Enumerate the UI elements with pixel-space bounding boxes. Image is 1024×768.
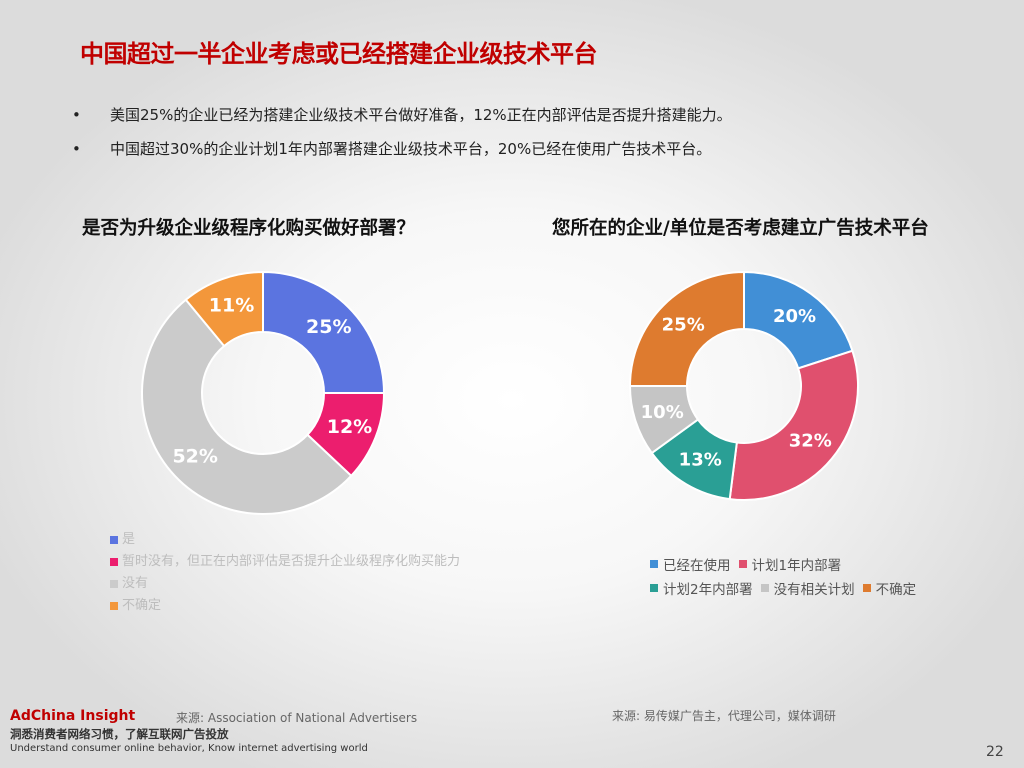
slice-data-label: 25%: [306, 316, 351, 338]
donut-slice: [628, 270, 745, 387]
footer: AdChina Insight 洞悉消费者网络习惯，了解互联网广告投放 Unde…: [0, 700, 1024, 768]
legend-label: 计划1年内部署: [751, 558, 842, 574]
page-number: 22: [986, 744, 1004, 760]
slice-data-label: 10%: [641, 402, 684, 423]
legend-swatch: [110, 536, 118, 544]
brand-logo-text: AdChina Insight: [10, 708, 136, 724]
donut-chart-right: 20% 32% 13% 10% 25%: [628, 270, 859, 501]
chart-title-right: 您所在的企业/单位是否考虑建立广告技术平台: [552, 218, 929, 239]
legend-swatch: [110, 558, 118, 566]
donut-chart-left: 25% 12% 52% 11%: [141, 270, 386, 516]
legend-swatch: [738, 560, 747, 568]
donut-slice: [728, 349, 859, 501]
legend-item: 已经在使用: [650, 554, 731, 574]
legend-item: 计划1年内部署: [738, 554, 842, 574]
slice-data-label: 11%: [209, 294, 254, 316]
legend-label: 没有: [122, 576, 149, 591]
bullet-dot: •: [72, 140, 81, 158]
legend-swatch: [110, 602, 118, 610]
legend-swatch: [110, 580, 118, 588]
legend-left: 是 暂时没有，但正在内部评估是否提升企业级程序化购买能力 没有 不确定: [110, 533, 460, 621]
legend-label: 计划2年内部署: [663, 582, 753, 598]
donut-slice: [262, 270, 386, 394]
legend-swatch: [650, 560, 658, 568]
legend-label: 没有相关计划: [773, 582, 855, 598]
slice-data-label: 52%: [172, 446, 217, 468]
slice-data-label: 32%: [789, 430, 832, 451]
slide-title: 中国超过一半企业考虑或已经搭建企业级技术平台: [80, 40, 598, 68]
legend-label: 是: [122, 532, 136, 547]
legend-item: 没有: [110, 577, 460, 599]
donut-slice: [141, 298, 353, 516]
legend-item: 不确定: [110, 599, 460, 621]
legend-label: 不确定: [122, 598, 162, 613]
legend-swatch: [862, 584, 871, 592]
slice-data-label: 13%: [679, 450, 722, 471]
legend-label: 已经在使用: [663, 558, 731, 574]
slice-data-label: 12%: [327, 416, 372, 438]
legend-item: 计划2年内部署: [650, 578, 753, 598]
slice-data-label: 25%: [662, 315, 705, 336]
bullet-text: 美国25%的企业已经为搭建企业级技术平台做好准备，12%正在内部评估是否提升搭建…: [110, 106, 732, 124]
slice-data-label: 20%: [773, 306, 816, 327]
legend-item: 是: [110, 533, 460, 555]
legend-swatch: [650, 584, 658, 592]
legend-item: 不确定: [862, 578, 917, 598]
legend-swatch: [760, 584, 769, 592]
donut-slice: [743, 270, 854, 370]
chart-title-left: 是否为升级企业级程序化购买做好部署？: [82, 218, 416, 239]
brand-slogan-cn: 洞悉消费者网络习惯，了解互联网广告投放: [10, 727, 229, 741]
source-note-right: 来源: 易传媒广告主，代理公司，媒体调研: [612, 709, 836, 723]
legend-label: 不确定: [875, 582, 917, 598]
legend-label: 暂时没有，但正在内部评估是否提升企业级程序化购买能力: [122, 554, 461, 569]
legend-right: 已经在使用 计划1年内部署 计划2年内部署 没有相关计划 不确定: [650, 552, 924, 600]
legend-item: 没有相关计划: [760, 578, 855, 598]
donut-slice: [184, 270, 264, 348]
legend-item: 暂时没有，但正在内部评估是否提升企业级程序化购买能力: [110, 555, 460, 577]
source-note-left: 来源: Association of National Advertisers: [176, 711, 418, 725]
bullet-text: 中国超过30%的企业计划1年内部署搭建企业级技术平台，20%已经在使用广告技术平…: [110, 140, 712, 158]
bullet-dot: •: [72, 106, 81, 124]
brand-slogan-en: Understand consumer online behavior, Kno…: [10, 743, 368, 754]
